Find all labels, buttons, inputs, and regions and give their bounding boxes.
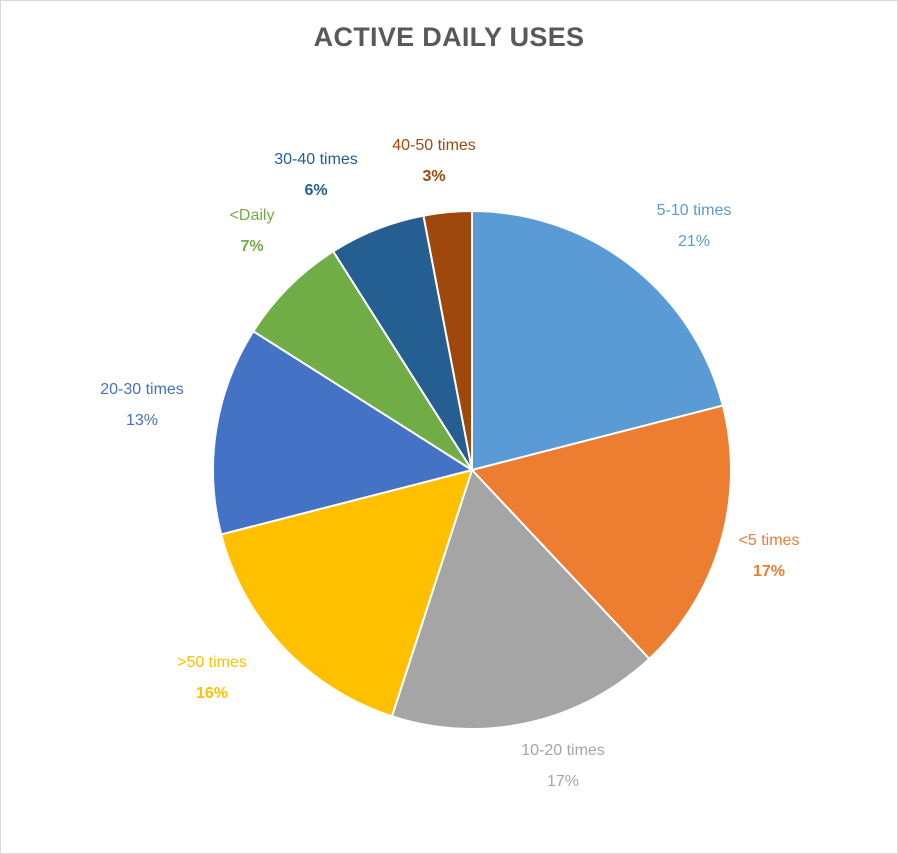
slice-value-label-gt-50-times: 16%	[196, 685, 228, 702]
slice-label-gt-50-times: >50 times	[177, 654, 247, 671]
slice-value-label-lt-5-times: 17%	[753, 563, 785, 580]
slice-label-20-30-times: 20-30 times	[100, 381, 184, 398]
slice-value-label-10-20-times: 17%	[547, 773, 579, 790]
pie-labels: 5-10 times 21% <5 times 17% 10-20 times 17% >5…	[100, 137, 799, 790]
slice-label-lt-5-times: <5 times	[739, 532, 800, 549]
pie-slice-lt-daily	[251, 249, 473, 471]
chart-title: ACTIVE DAILY USES	[313, 22, 585, 52]
slice-label-5-10-times: 5-10 times	[657, 202, 732, 219]
slice-label-10-20-times: 10-20 times	[521, 742, 605, 759]
slice-label-30-40-times: 30-40 times	[274, 151, 358, 168]
pie-slices	[212, 209, 732, 730]
slice-value-label-5-10-times: 21%	[678, 233, 710, 250]
pie-slice-10-20-times	[390, 468, 651, 730]
slice-label-40-50-times: 40-50 times	[392, 137, 476, 154]
pie-slice-40-50-times	[422, 209, 473, 471]
slice-value-label-40-50-times: 3%	[422, 168, 445, 185]
pie-slice-gt-50-times	[219, 468, 474, 718]
pie-slice-lt-5-times	[470, 404, 732, 661]
slice-value-label-20-30-times: 13%	[126, 412, 158, 429]
slice-value-label-30-40-times: 6%	[304, 182, 327, 199]
pie-slice-5-10-times	[471, 209, 725, 472]
slice-label-lt-daily: <Daily	[230, 207, 275, 224]
slice-value-label-lt-daily: 7%	[240, 238, 263, 255]
pie-slice-20-30-times	[212, 329, 475, 536]
